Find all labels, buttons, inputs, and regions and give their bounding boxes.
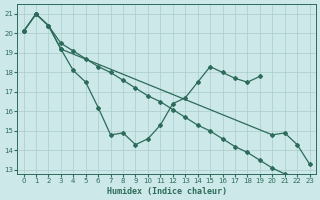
X-axis label: Humidex (Indice chaleur): Humidex (Indice chaleur) — [107, 187, 227, 196]
